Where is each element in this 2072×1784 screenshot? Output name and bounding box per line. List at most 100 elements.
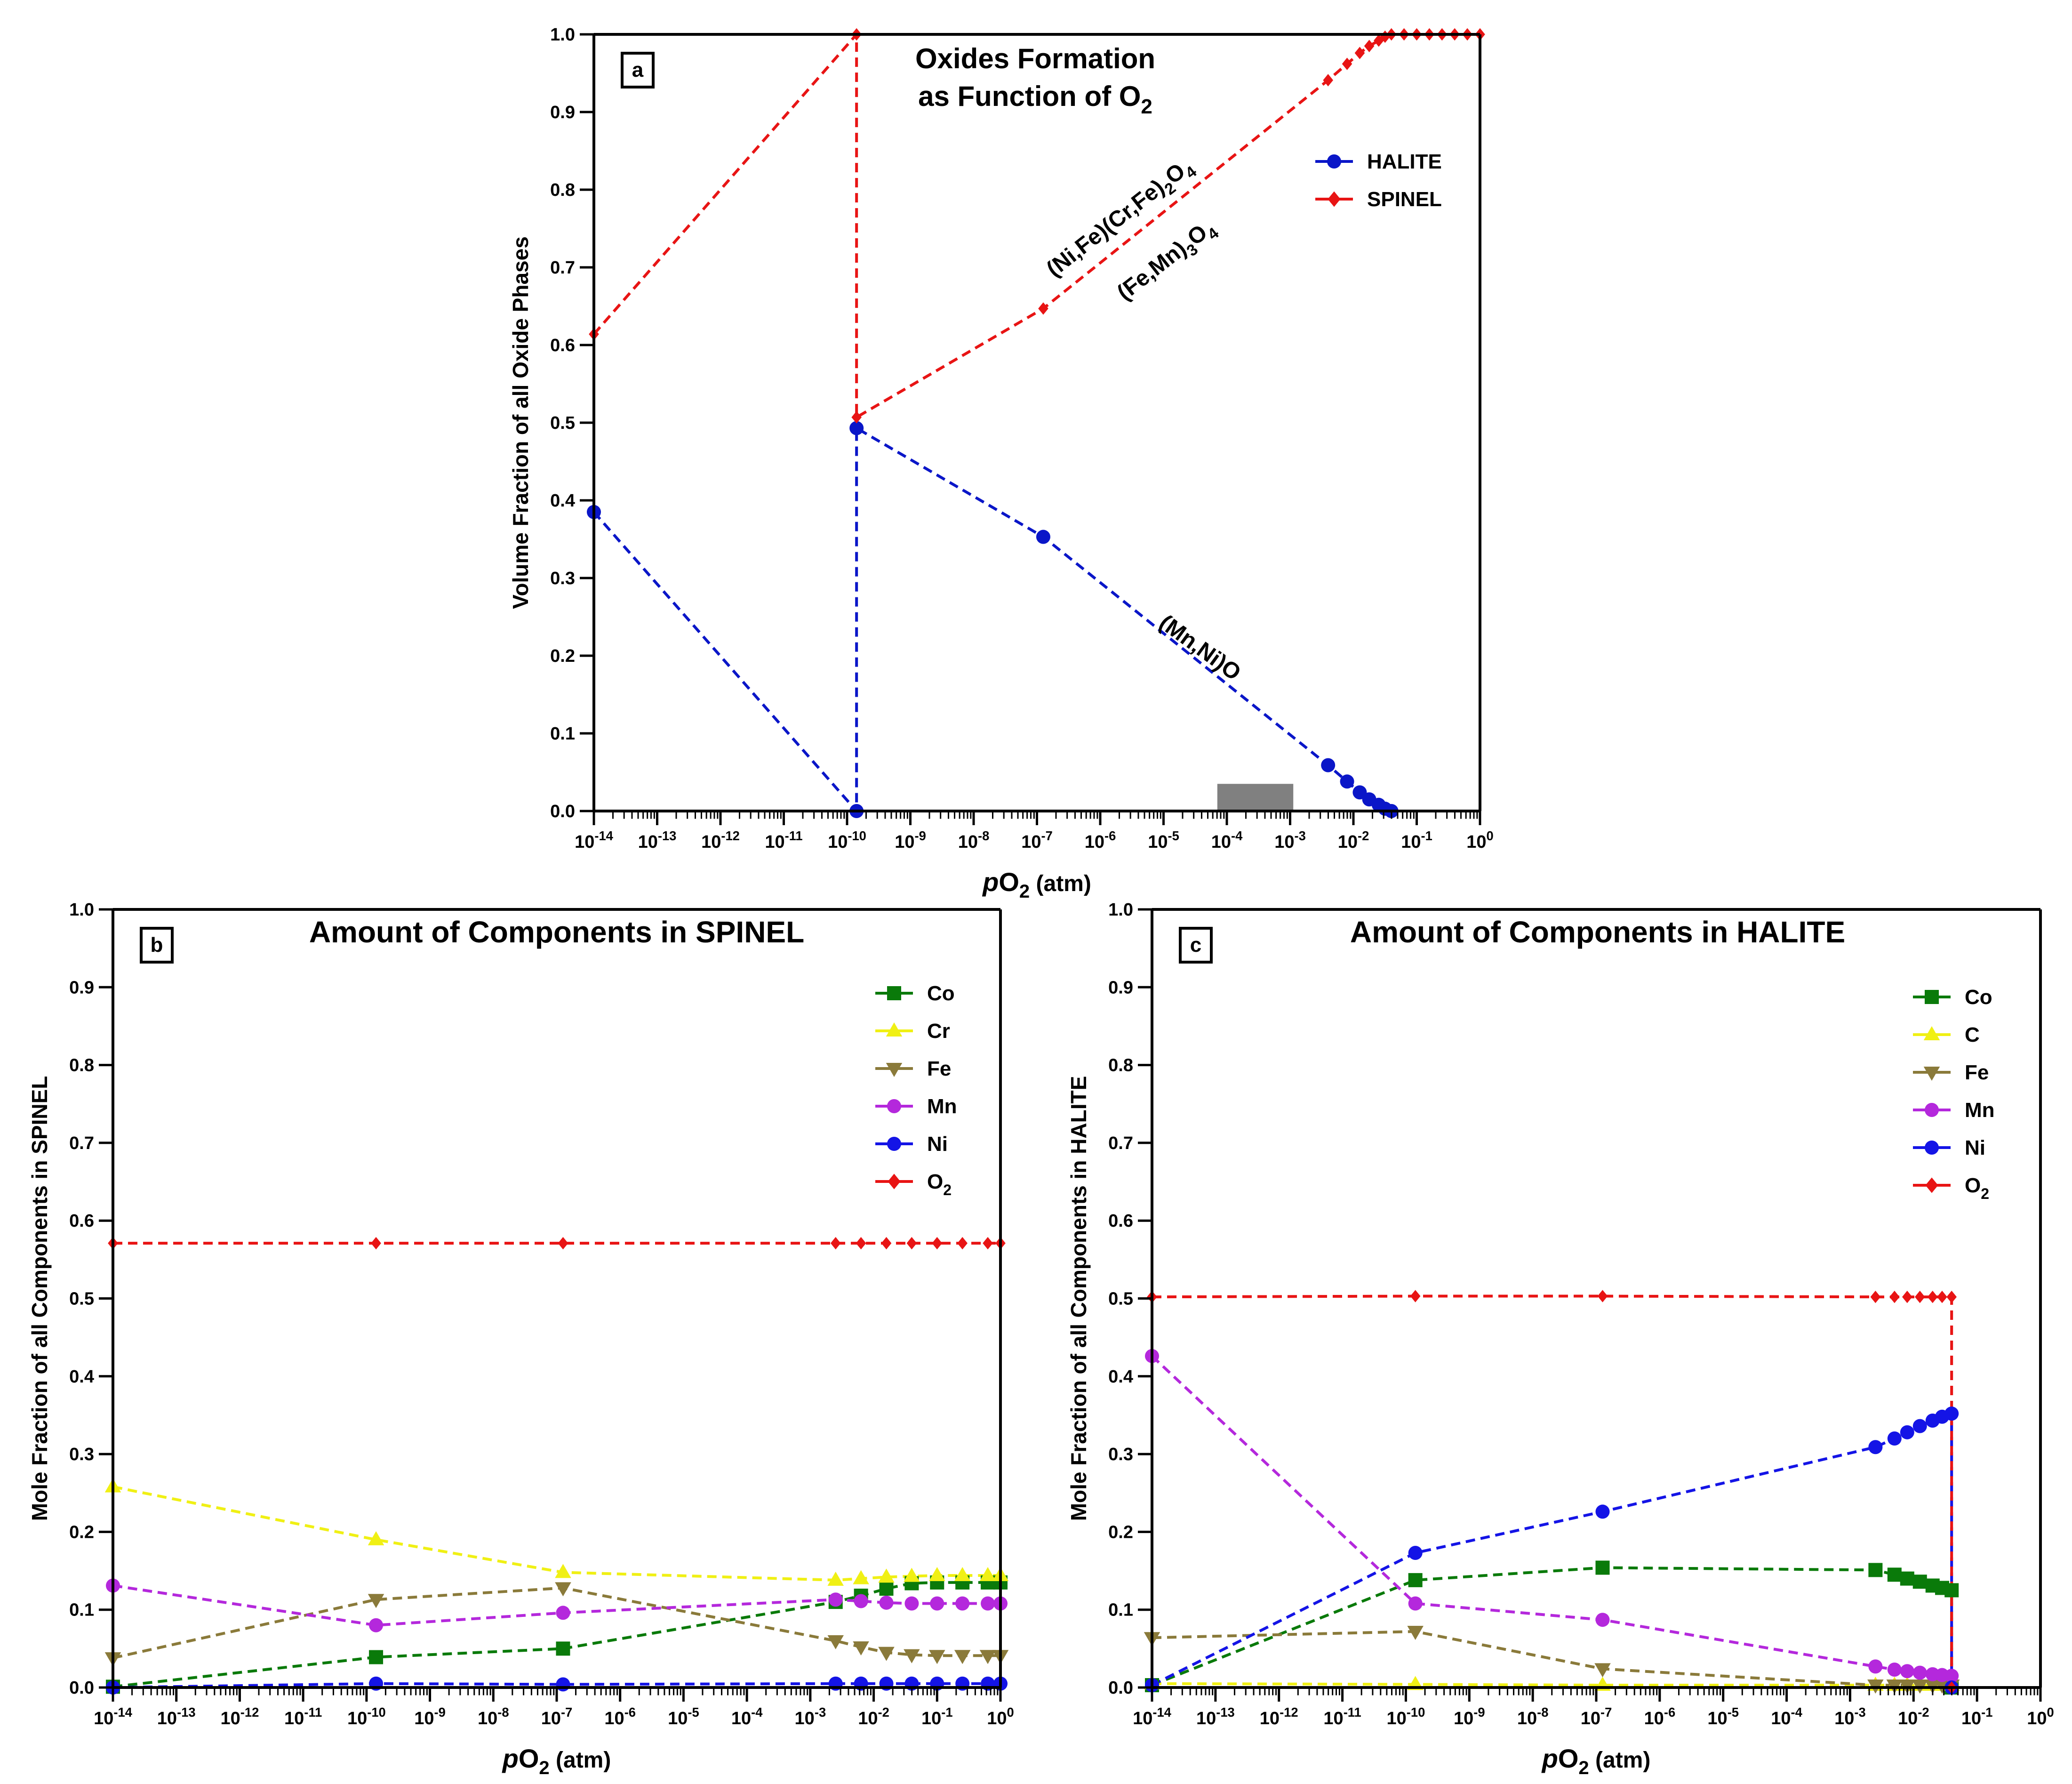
legend-marker (1328, 191, 1341, 207)
x-tick-exponent: 0 (1007, 1705, 1014, 1720)
x-tick-exponent: -12 (1280, 1705, 1298, 1720)
x-tick-base: 10 (157, 1709, 177, 1728)
x-tick-label: 10-3 (1834, 1705, 1866, 1728)
panel-b: 0.00.10.20.30.40.50.60.70.80.91.010-14 10… (27, 900, 1014, 1778)
data-point-o2-3 (830, 1237, 841, 1250)
y-tick-label: 1.0 (69, 900, 94, 920)
y-tick-label: 0.0 (550, 802, 575, 821)
y-tick-label: 0.8 (550, 180, 575, 200)
x-tick-exponent: -4 (751, 1705, 763, 1720)
legend-label: Co (1965, 986, 1992, 1009)
data-point-fe-1 (368, 1594, 384, 1608)
x-tick-exponent: -9 (1473, 1705, 1485, 1720)
x-tick-label: 10-3 (795, 1705, 826, 1728)
x-tick-base: 10 (478, 1709, 497, 1728)
x-tick-label: 10-9 (895, 828, 926, 852)
x-tick-exponent: -1 (941, 1705, 952, 1720)
x-axis-title-main: O (999, 867, 1019, 897)
x-tick-base: 10 (958, 832, 978, 852)
x-tick-label: 10-10 (347, 1705, 386, 1728)
data-point-fe-2 (1594, 1663, 1611, 1678)
y-tick-label: 0.3 (550, 569, 575, 588)
data-point-ni-3 (1868, 1440, 1883, 1455)
x-tick-base: 10 (1338, 832, 1358, 852)
data-point-mn-3 (828, 1592, 843, 1607)
data-point-co-5 (879, 1582, 894, 1596)
data-point-fe-6 (904, 1649, 920, 1663)
legend-marker (1923, 1026, 1940, 1040)
x-tick-base: 10 (858, 1709, 878, 1728)
data-point-mn-6 (1912, 1665, 1927, 1680)
y-tick-label: 0.1 (550, 724, 575, 744)
data-point-co-1 (369, 1650, 384, 1664)
legend-marker (1327, 154, 1341, 169)
x-tick-label: 10-12 (221, 1705, 259, 1728)
legend-item-halite: HALITE (1315, 150, 1442, 173)
data-point-o2-7 (932, 1237, 943, 1250)
data-point-co-2 (1595, 1560, 1610, 1575)
legend-label: SPINEL (1367, 188, 1442, 211)
y-tick-label: 0.7 (1108, 1133, 1133, 1153)
chart-title-line2: as Function of O2 (918, 80, 1152, 118)
x-tick-exponent: -5 (688, 1705, 699, 1720)
data-point-o2-7 (1927, 1290, 1938, 1303)
data-point-halite-2 (849, 421, 864, 435)
x-tick-base: 10 (1274, 832, 1294, 852)
legend-label-main: O (927, 1170, 943, 1193)
y-tick-label: 0.2 (550, 646, 575, 666)
legend-marker (1925, 1103, 1939, 1117)
x-tick-label: 10-7 (541, 1705, 573, 1728)
data-point-fe-8 (954, 1650, 971, 1664)
x-tick-exponent: -5 (1168, 828, 1179, 843)
x-tick-label: 10-8 (958, 828, 990, 852)
legend-label-sub: 2 (943, 1181, 952, 1198)
x-tick-base: 10 (1211, 832, 1231, 852)
data-point-cr-1 (368, 1531, 384, 1545)
x-tick-label: 10-10 (828, 828, 866, 852)
x-tick-base: 10 (1834, 1709, 1854, 1728)
data-point-mn-7 (930, 1596, 944, 1611)
data-point-ni-2 (556, 1677, 570, 1692)
data-point-fe-4 (853, 1641, 869, 1656)
legend-label: Co (927, 982, 955, 1005)
x-tick-exponent: -13 (658, 828, 677, 843)
y-tick-label: 0.2 (69, 1522, 94, 1542)
data-point-o2-2 (1597, 1290, 1608, 1302)
data-point-o2-3 (1870, 1290, 1881, 1303)
data-point-spinel-3 (1038, 302, 1048, 315)
legend-marker (888, 1173, 901, 1189)
legend-label: Mn (1965, 1099, 1995, 1122)
data-point-co-6 (1912, 1575, 1927, 1589)
x-axis-title: pO2 (atm) (502, 1744, 611, 1778)
x-tick-exponent: -9 (434, 1705, 446, 1720)
legend-marker (887, 1137, 901, 1151)
x-axis-title-unit: (atm) (1589, 1748, 1651, 1773)
y-tick-label: 0.3 (1108, 1445, 1133, 1464)
x-tick-base: 10 (414, 1709, 434, 1728)
x-axis-title-italic: p (502, 1744, 519, 1773)
x-tick-base: 10 (1517, 1709, 1537, 1728)
y-tick-label: 1.0 (1108, 900, 1133, 920)
y-tick-label: 0.8 (69, 1056, 94, 1076)
x-tick-label: 10-2 (858, 1705, 889, 1728)
data-point-o2-5 (881, 1237, 892, 1250)
data-point-cr-3 (827, 1571, 844, 1586)
data-point-ni-6 (1912, 1419, 1927, 1433)
legend-marker (1925, 1141, 1939, 1155)
x-axis-title-unit: (atm) (1030, 871, 1091, 896)
data-point-ni-5 (1900, 1425, 1914, 1439)
x-tick-label: 100 (1466, 828, 1494, 852)
data-point-halite-3 (1036, 530, 1050, 544)
x-tick-exponent: -11 (1344, 1705, 1361, 1720)
legend-item-spinel: SPINEL (1315, 188, 1442, 211)
legend-marker (887, 986, 901, 1000)
x-tick-label: 10-8 (1517, 1705, 1549, 1728)
data-point-o2-1 (1410, 1290, 1421, 1302)
data-point-o2-9 (983, 1237, 993, 1250)
legend-label: HALITE (1367, 150, 1442, 173)
x-tick-base: 10 (575, 832, 594, 852)
x-tick-label: 10-4 (731, 1705, 763, 1728)
legend-item-ni: Ni (875, 1133, 948, 1156)
data-point-spinel-5 (1342, 57, 1352, 70)
x-tick-label: 10-7 (1581, 1705, 1612, 1728)
